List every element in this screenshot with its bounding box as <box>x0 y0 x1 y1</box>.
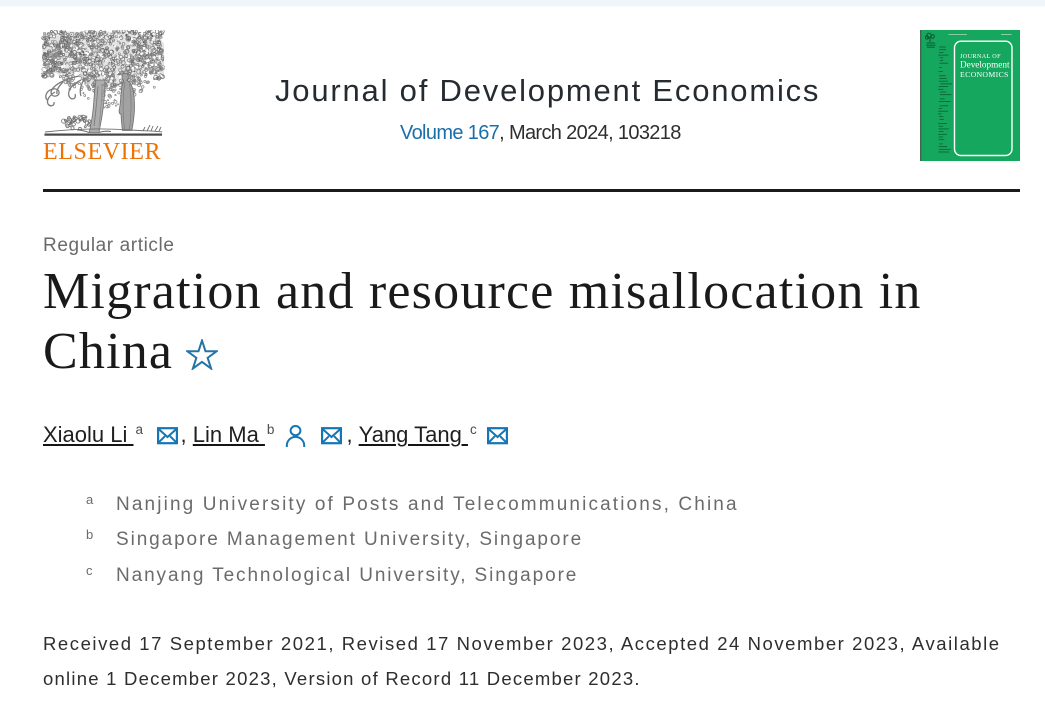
svg-text:ECONOMICS: ECONOMICS <box>960 70 1009 79</box>
svg-text:Development: Development <box>960 60 1010 70</box>
svg-text:JOURNAL OF: JOURNAL OF <box>960 53 1001 60</box>
